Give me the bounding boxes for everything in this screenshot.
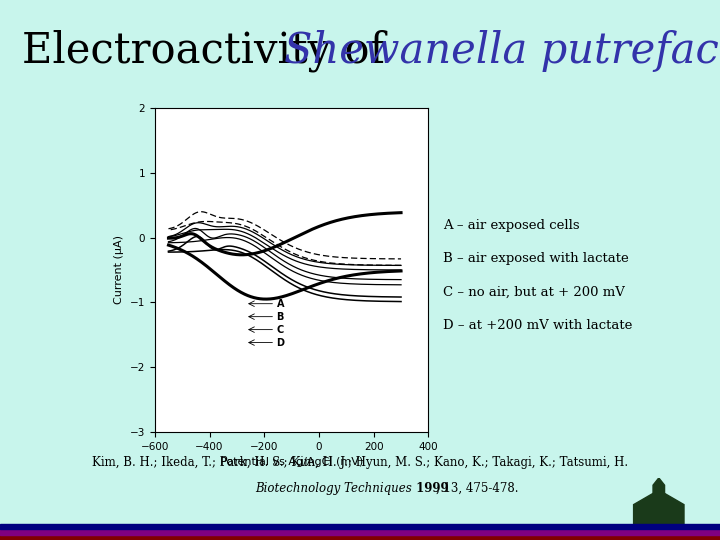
Polygon shape [653, 478, 665, 504]
X-axis label: Potential vs Ag/AgCl (mV): Potential vs Ag/AgCl (mV) [220, 457, 363, 467]
Text: D – at +200 mV with lactate: D – at +200 mV with lactate [443, 319, 632, 332]
Text: C – no air, but at + 200 mV: C – no air, but at + 200 mV [443, 286, 625, 299]
Text: Shewanella putrefaciens: Shewanella putrefaciens [284, 30, 720, 72]
Text: Electroactivity of: Electroactivity of [22, 30, 397, 72]
Polygon shape [634, 490, 684, 526]
Text: Kim, B. H.; Ikeda, T.; Park, H. S.; Kim, H. J.; Hyun, M. S.; Kano, K.; Takagi, K: Kim, B. H.; Ikeda, T.; Park, H. S.; Kim,… [92, 456, 628, 469]
Text: D: D [276, 338, 284, 348]
Text: A – air exposed cells: A – air exposed cells [443, 219, 580, 232]
Text: , 13, 475-478.: , 13, 475-478. [436, 482, 518, 495]
Y-axis label: Current (μA): Current (μA) [114, 235, 124, 305]
Text: 1999: 1999 [412, 482, 449, 495]
Text: A: A [276, 299, 284, 309]
Text: B: B [276, 312, 284, 322]
Text: Biotechnology Techniques: Biotechnology Techniques [256, 482, 413, 495]
Text: B – air exposed with lactate: B – air exposed with lactate [443, 252, 629, 265]
Text: C: C [276, 325, 284, 335]
